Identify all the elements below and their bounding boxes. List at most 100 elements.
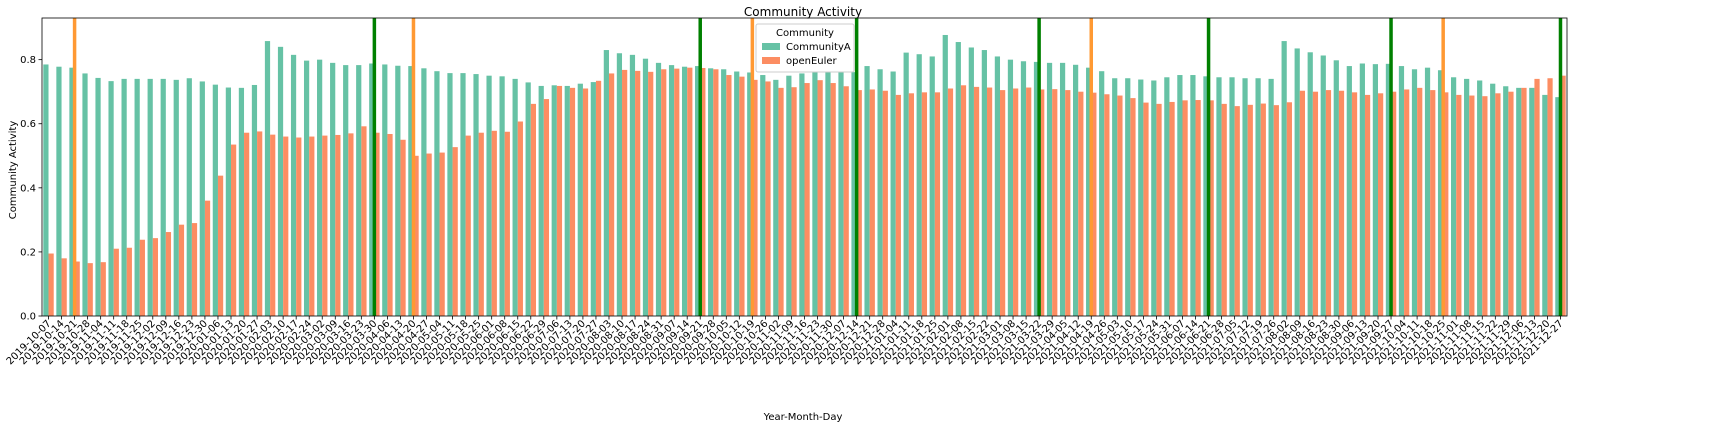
bar-CommunityA-4 [95,77,101,316]
bar-CommunityA-82 [1112,78,1118,316]
bar-CommunityA-16 [251,84,258,316]
bar-openEuler-86 [1169,101,1175,316]
bar-CommunityA-95 [1281,41,1287,316]
y-tick-label-0: 0.0 [20,312,36,323]
bar-openEuler-80 [1091,92,1097,316]
bar-CommunityA-115 [1542,94,1548,316]
bar-openEuler-70 [960,85,967,317]
bar-openEuler-67 [921,92,928,316]
bar-openEuler-8 [152,238,159,316]
bar-CommunityA-50 [695,66,701,316]
bar-openEuler-95 [1286,102,1292,316]
bar-openEuler-115 [1547,78,1553,316]
bar-openEuler-73 [1000,90,1006,316]
bar-CommunityA-53 [734,71,740,316]
bar-CommunityA-70 [955,42,961,316]
bar-openEuler-82 [1117,95,1123,316]
bar-openEuler-11 [191,223,198,316]
bar-CommunityA-34 [486,75,492,316]
bar-openEuler-24 [361,126,367,316]
bar-CommunityA-113 [1516,87,1522,316]
bar-CommunityA-56 [773,79,779,316]
bar-openEuler-97 [1312,91,1319,317]
bar-openEuler-47 [661,69,667,316]
bar-openEuler-84 [1143,102,1149,316]
bar-openEuler-29 [426,153,432,316]
bar-CommunityA-105 [1411,69,1418,316]
bar-CommunityA-8 [147,78,153,317]
bar-openEuler-107 [1443,92,1449,316]
bar-CommunityA-75 [1020,61,1027,317]
bar-CommunityA-76 [1033,61,1040,316]
bar-CommunityA-52 [721,69,727,316]
bar-CommunityA-38 [538,85,544,316]
bar-openEuler-1 [61,258,67,316]
bar-openEuler-40 [569,87,576,316]
y-tick-label-1: 0.2 [20,247,36,258]
bar-openEuler-28 [413,155,419,316]
bar-CommunityA-12 [199,81,205,316]
bar-openEuler-20 [309,136,315,316]
bar-CommunityA-62 [851,72,857,317]
bar-CommunityA-65 [890,71,896,316]
bar-CommunityA-7 [134,78,140,317]
bar-CommunityA-84 [1138,79,1144,316]
bar-openEuler-114 [1534,78,1540,317]
bar-openEuler-31 [452,147,458,316]
bar-openEuler-46 [648,71,654,316]
bar-CommunityA-96 [1294,48,1300,317]
bar-CommunityA-49 [681,66,688,316]
bar-openEuler-110 [1482,96,1488,317]
bar-openEuler-74 [1013,88,1019,316]
bar-CommunityA-90 [1216,77,1222,316]
bar-CommunityA-101 [1359,63,1365,317]
bar-openEuler-54 [752,79,758,316]
bar-openEuler-116 [1560,75,1566,316]
bar-openEuler-32 [465,135,471,316]
bar-openEuler-21 [322,135,328,316]
bar-CommunityA-17 [264,41,271,316]
bar-openEuler-105 [1417,87,1423,316]
bar-CommunityA-91 [1229,77,1235,316]
bar-openEuler-59 [817,80,823,316]
bar-openEuler-58 [804,83,810,317]
bar-CommunityA-67 [916,54,922,316]
bar-openEuler-19 [296,137,302,316]
bar-CommunityA-15 [238,87,245,316]
bar-openEuler-18 [283,136,289,316]
bar-openEuler-10 [178,224,185,316]
legend-label-CommunityA: CommunityA [786,42,851,53]
bar-CommunityA-81 [1099,71,1105,316]
legend-swatch-openEuler [762,57,780,64]
bar-openEuler-61 [843,86,849,316]
bar-openEuler-109 [1469,95,1475,316]
bar-CommunityA-42 [590,82,596,316]
bar-openEuler-6 [126,247,132,316]
bar-openEuler-3 [87,263,93,316]
bar-CommunityA-14 [225,87,231,317]
bar-openEuler-88 [1195,100,1201,316]
bar-openEuler-7 [139,239,145,316]
bar-CommunityA-111 [1490,83,1496,316]
bar-CommunityA-58 [799,73,805,316]
bar-openEuler-52 [726,75,732,316]
bar-CommunityA-77 [1046,62,1053,316]
bar-CommunityA-88 [1190,75,1196,316]
bar-CommunityA-33 [473,74,479,316]
bar-openEuler-17 [270,134,276,316]
bar-CommunityA-41 [577,83,583,316]
bar-openEuler-87 [1182,100,1188,316]
bar-openEuler-83 [1130,98,1136,316]
bar-openEuler-30 [439,152,445,316]
bar-openEuler-78 [1065,90,1071,316]
bar-CommunityA-40 [564,85,570,316]
bar-openEuler-38 [543,99,550,316]
bar-CommunityA-72 [981,50,987,317]
bar-openEuler-35 [504,131,510,316]
bar-openEuler-66 [908,93,914,316]
bar-CommunityA-83 [1125,78,1131,316]
y-tick-label-2: 0.4 [20,183,36,194]
legend: Community CommunityA openEuler [755,23,855,73]
bar-CommunityA-89 [1203,76,1209,316]
